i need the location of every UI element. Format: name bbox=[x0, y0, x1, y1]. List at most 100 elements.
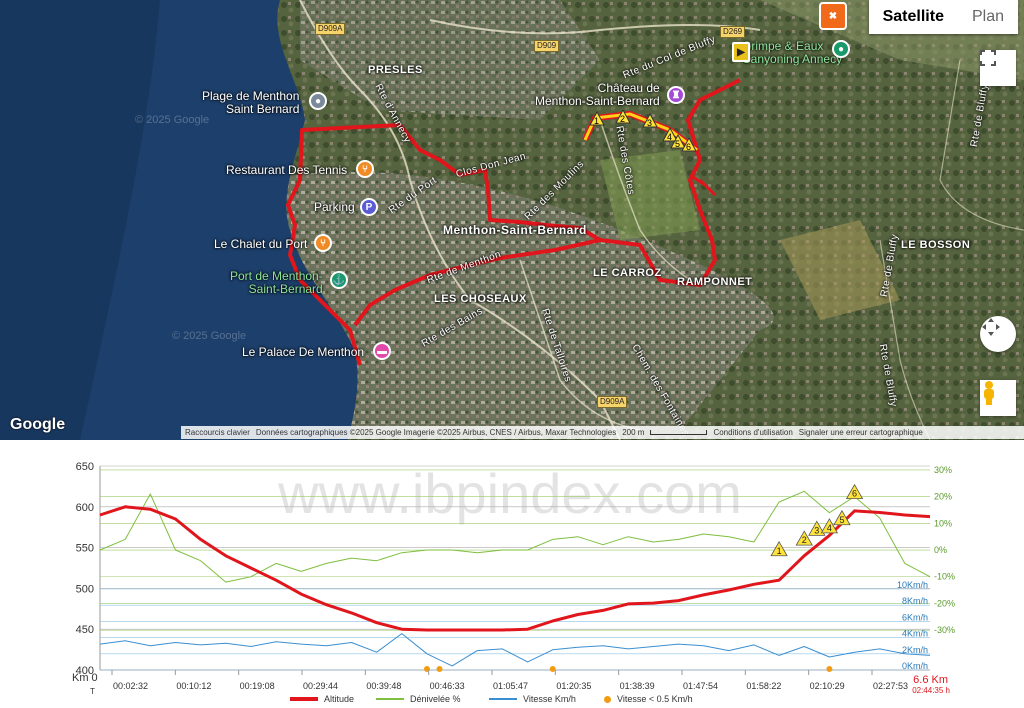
climb-marker-label: 1 bbox=[777, 546, 782, 556]
speed-tick-label: 0Km/h bbox=[902, 661, 928, 671]
satellite-map[interactable]: © 2025 Google © 2025 Google PRESLES Ment… bbox=[0, 0, 1024, 440]
x-tick-label: 01:47:54 bbox=[683, 681, 718, 691]
climb-marker-label: 4 bbox=[667, 132, 672, 142]
keyboard-shortcuts-link[interactable]: Raccourcis clavier bbox=[185, 428, 250, 437]
legend-item-speed: Vitesse Km/h bbox=[489, 694, 576, 704]
grade-tick-label: -20% bbox=[934, 598, 955, 608]
google-logo: Google bbox=[10, 416, 66, 433]
climb-marker-4 bbox=[662, 126, 678, 142]
y-tick-label: 550 bbox=[76, 543, 94, 555]
hotel-pin-icon[interactable]: ▬ bbox=[373, 342, 391, 360]
stopped-point bbox=[436, 666, 443, 672]
castle-pin-icon[interactable]: ♜ bbox=[667, 86, 685, 104]
chart-watermark: www.ibpindex.com bbox=[277, 462, 742, 525]
report-error-link[interactable]: Signaler une erreur cartographique bbox=[798, 428, 923, 437]
climb-marker-label: 6 bbox=[852, 489, 857, 499]
speed-tick-label: 4Km/h bbox=[902, 629, 928, 639]
grade-tick-label: -30% bbox=[934, 625, 955, 635]
speed-tick-label: 10Km/h bbox=[897, 580, 928, 590]
altitude-series-line bbox=[99, 505, 931, 632]
parking-pin-icon[interactable]: P bbox=[360, 198, 378, 216]
street-view-button[interactable] bbox=[980, 380, 1016, 416]
x-tick-label: 02:10:29 bbox=[810, 681, 845, 691]
climb-marker bbox=[808, 520, 826, 536]
climb-marker-5 bbox=[670, 133, 686, 149]
legend-label: Vitesse < 0.5 Km/h bbox=[617, 694, 693, 704]
x-tick-label: 00:19:08 bbox=[240, 681, 275, 691]
map-data-attribution: Données cartographiques ©2025 Google Ima… bbox=[255, 428, 617, 437]
fullscreen-button[interactable] bbox=[980, 50, 1016, 86]
elevation-profile-chart: www.ibpindex.com 1 23 45 6 400 450 500 550 600 6… bbox=[72, 461, 955, 696]
legend-label: Altitude bbox=[324, 694, 355, 704]
legend-swatch bbox=[290, 697, 318, 701]
x-tick-label: 00:46:33 bbox=[430, 681, 465, 691]
finish-flag-icon[interactable]: ▶ bbox=[732, 42, 750, 62]
poi-chalet[interactable]: Le Chalet du Port bbox=[214, 237, 308, 251]
x-tick-label: 00:29:44 bbox=[303, 681, 338, 691]
x-tick-label: 01:38:39 bbox=[620, 681, 655, 691]
climb-marker bbox=[845, 483, 864, 500]
x-start-label: Km 0 bbox=[72, 672, 98, 684]
area-label-ramponnet: RAMPONNET bbox=[677, 276, 753, 288]
climb-marker bbox=[833, 509, 851, 526]
pegman-icon bbox=[984, 381, 994, 405]
y-tick-label: 400 bbox=[76, 665, 94, 677]
x-tick-label: 01:05:47 bbox=[493, 681, 528, 691]
legend-label: Dénivelée % bbox=[410, 694, 461, 704]
poi-parking[interactable]: Parking bbox=[314, 200, 355, 214]
end-distance-label: 6.6 Km bbox=[913, 674, 948, 686]
terms-link[interactable]: Conditions d'utilisation bbox=[713, 428, 793, 437]
climb-marker bbox=[795, 530, 813, 546]
legend-swatch bbox=[489, 698, 517, 700]
climb-marker-label: 3 bbox=[647, 118, 652, 128]
plan-button[interactable]: Plan bbox=[971, 8, 1004, 25]
legend-item-altitude: Altitude bbox=[290, 694, 354, 704]
speed-tick-label: 6Km/h bbox=[902, 612, 928, 622]
road-shield: D909A bbox=[597, 396, 628, 408]
climb-marker-label: 5 bbox=[839, 515, 844, 525]
fullscreen-icon bbox=[980, 50, 996, 66]
legend-swatch bbox=[604, 695, 611, 703]
activity-pin-icon[interactable]: ● bbox=[832, 40, 850, 58]
end-time-label: 02:44:35 h bbox=[912, 686, 950, 695]
legend-swatch bbox=[376, 698, 404, 700]
restaurant-pin-icon[interactable]: ⑂ bbox=[356, 160, 374, 178]
area-label-le-carroz: LE CARROZ bbox=[593, 267, 662, 279]
poi-palace[interactable]: Le Palace De Menthon bbox=[242, 345, 365, 359]
poi-chateau[interactable]: Château de Menthon-Saint-Bernard bbox=[535, 81, 660, 108]
start-flag-icon[interactable]: ✖ bbox=[819, 2, 847, 30]
chart-legend: Altitude Dénivelée % Vitesse Km/h Vitess… bbox=[0, 692, 1024, 708]
y-tick-label: 450 bbox=[76, 624, 94, 636]
map-watermark: © 2025 Google bbox=[172, 330, 247, 342]
climb-marker-1 bbox=[589, 110, 605, 126]
climb-marker-label: 1 bbox=[594, 116, 599, 126]
map-watermark: © 2025 Google bbox=[135, 114, 210, 126]
x-tick-label: 00:39:48 bbox=[366, 681, 401, 691]
satellite-button[interactable]: Satellite bbox=[882, 8, 944, 25]
poi-port[interactable]: Port de Menthon- Saint-Bernard bbox=[230, 269, 323, 296]
legend-item-stopped: Vitesse < 0.5 Km/h bbox=[604, 694, 693, 704]
map-type-control: Satellite Plan bbox=[868, 0, 1018, 34]
camera-control-button[interactable] bbox=[980, 316, 1016, 352]
climb-marker-label: 6 bbox=[686, 142, 691, 152]
restaurant-pin-icon[interactable]: ⑂ bbox=[314, 234, 332, 252]
speed-tick-label: 8Km/h bbox=[902, 596, 928, 606]
port-pin-icon[interactable]: ⚓ bbox=[330, 271, 348, 289]
area-label-menthon: Menthon-Saint-Bernard bbox=[443, 223, 587, 237]
road-shield: D909 bbox=[534, 40, 560, 52]
beach-pin-icon[interactable]: ● bbox=[309, 92, 327, 110]
scale-label: 200 m bbox=[622, 428, 645, 437]
climb-markers: 1 2 3 4 5 6 bbox=[589, 110, 697, 152]
move-arrows-icon bbox=[982, 318, 1000, 336]
climb-marker-label: 3 bbox=[814, 525, 819, 535]
grade-tick-label: 0% bbox=[934, 545, 947, 555]
poi-restaurant[interactable]: Restaurant Des Tennis bbox=[226, 163, 348, 177]
x-tick-label: 01:20:35 bbox=[556, 681, 591, 691]
climb-marker bbox=[770, 540, 788, 557]
x-tick-label: 00:02:32 bbox=[113, 681, 148, 691]
poi-plage[interactable]: Plage de Menthon Saint Bernard bbox=[202, 89, 300, 116]
climb-marker-label: 2 bbox=[620, 114, 625, 124]
poi-grimpe[interactable]: Grimpe & Eaux Canyoning Annecy bbox=[742, 39, 843, 66]
climb-marker-3 bbox=[642, 112, 658, 128]
speed-tick-label: 2Km/h bbox=[902, 645, 928, 655]
